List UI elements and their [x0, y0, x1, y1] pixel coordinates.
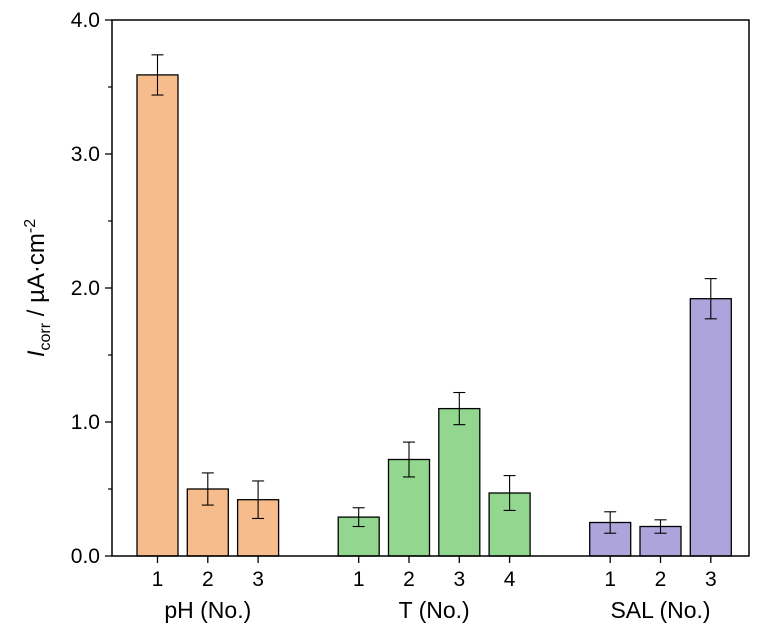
x-tick-label-1-0: 1: [353, 568, 365, 591]
x-tick-label-1-1: 2: [403, 568, 415, 591]
group-label-1: T (No.): [399, 597, 470, 623]
x-tick-label-2-2: 3: [705, 568, 717, 591]
y-tick-label-0: 0.0: [71, 545, 100, 568]
bar-1-2: [438, 407, 481, 557]
bar-2-2: [689, 298, 732, 557]
x-tick-label-0-2: 3: [252, 568, 264, 591]
bar-1-1: [387, 458, 431, 557]
y-tick-label-4: 4.0: [71, 9, 100, 32]
group-label-2: SAL (No.): [610, 597, 710, 623]
y-axis-label: Icorr / µA·cm-2: [22, 219, 54, 357]
y-axis: 0.0 1.0 2.0 3.0 4.0: [71, 9, 112, 568]
x-tick-label-0-0: 1: [152, 568, 164, 591]
bars-layer: [136, 74, 732, 557]
x-tick-label-2-0: 1: [604, 568, 616, 591]
y-axis-label-symbol: I: [23, 350, 50, 357]
bar-0-0: [136, 74, 179, 557]
y-tick-label-3: 3.0: [71, 143, 100, 166]
y-tick-label-1: 1.0: [71, 411, 100, 434]
x-tick-label-1-2: 3: [453, 568, 465, 591]
x-tick-label-1-3: 4: [504, 568, 516, 591]
y-axis-label-units: / µA·cm: [23, 233, 50, 323]
error-bars-layer: [151, 54, 717, 534]
group-label-0: pH (No.): [164, 597, 251, 623]
y-axis-label-subscript: corr: [37, 322, 54, 350]
x-tick-label-2-1: 2: [655, 568, 667, 591]
x-tick-label-0-1: 2: [202, 568, 214, 591]
y-tick-label-2: 2.0: [71, 277, 100, 300]
y-axis-label-superscript: -2: [22, 219, 39, 233]
